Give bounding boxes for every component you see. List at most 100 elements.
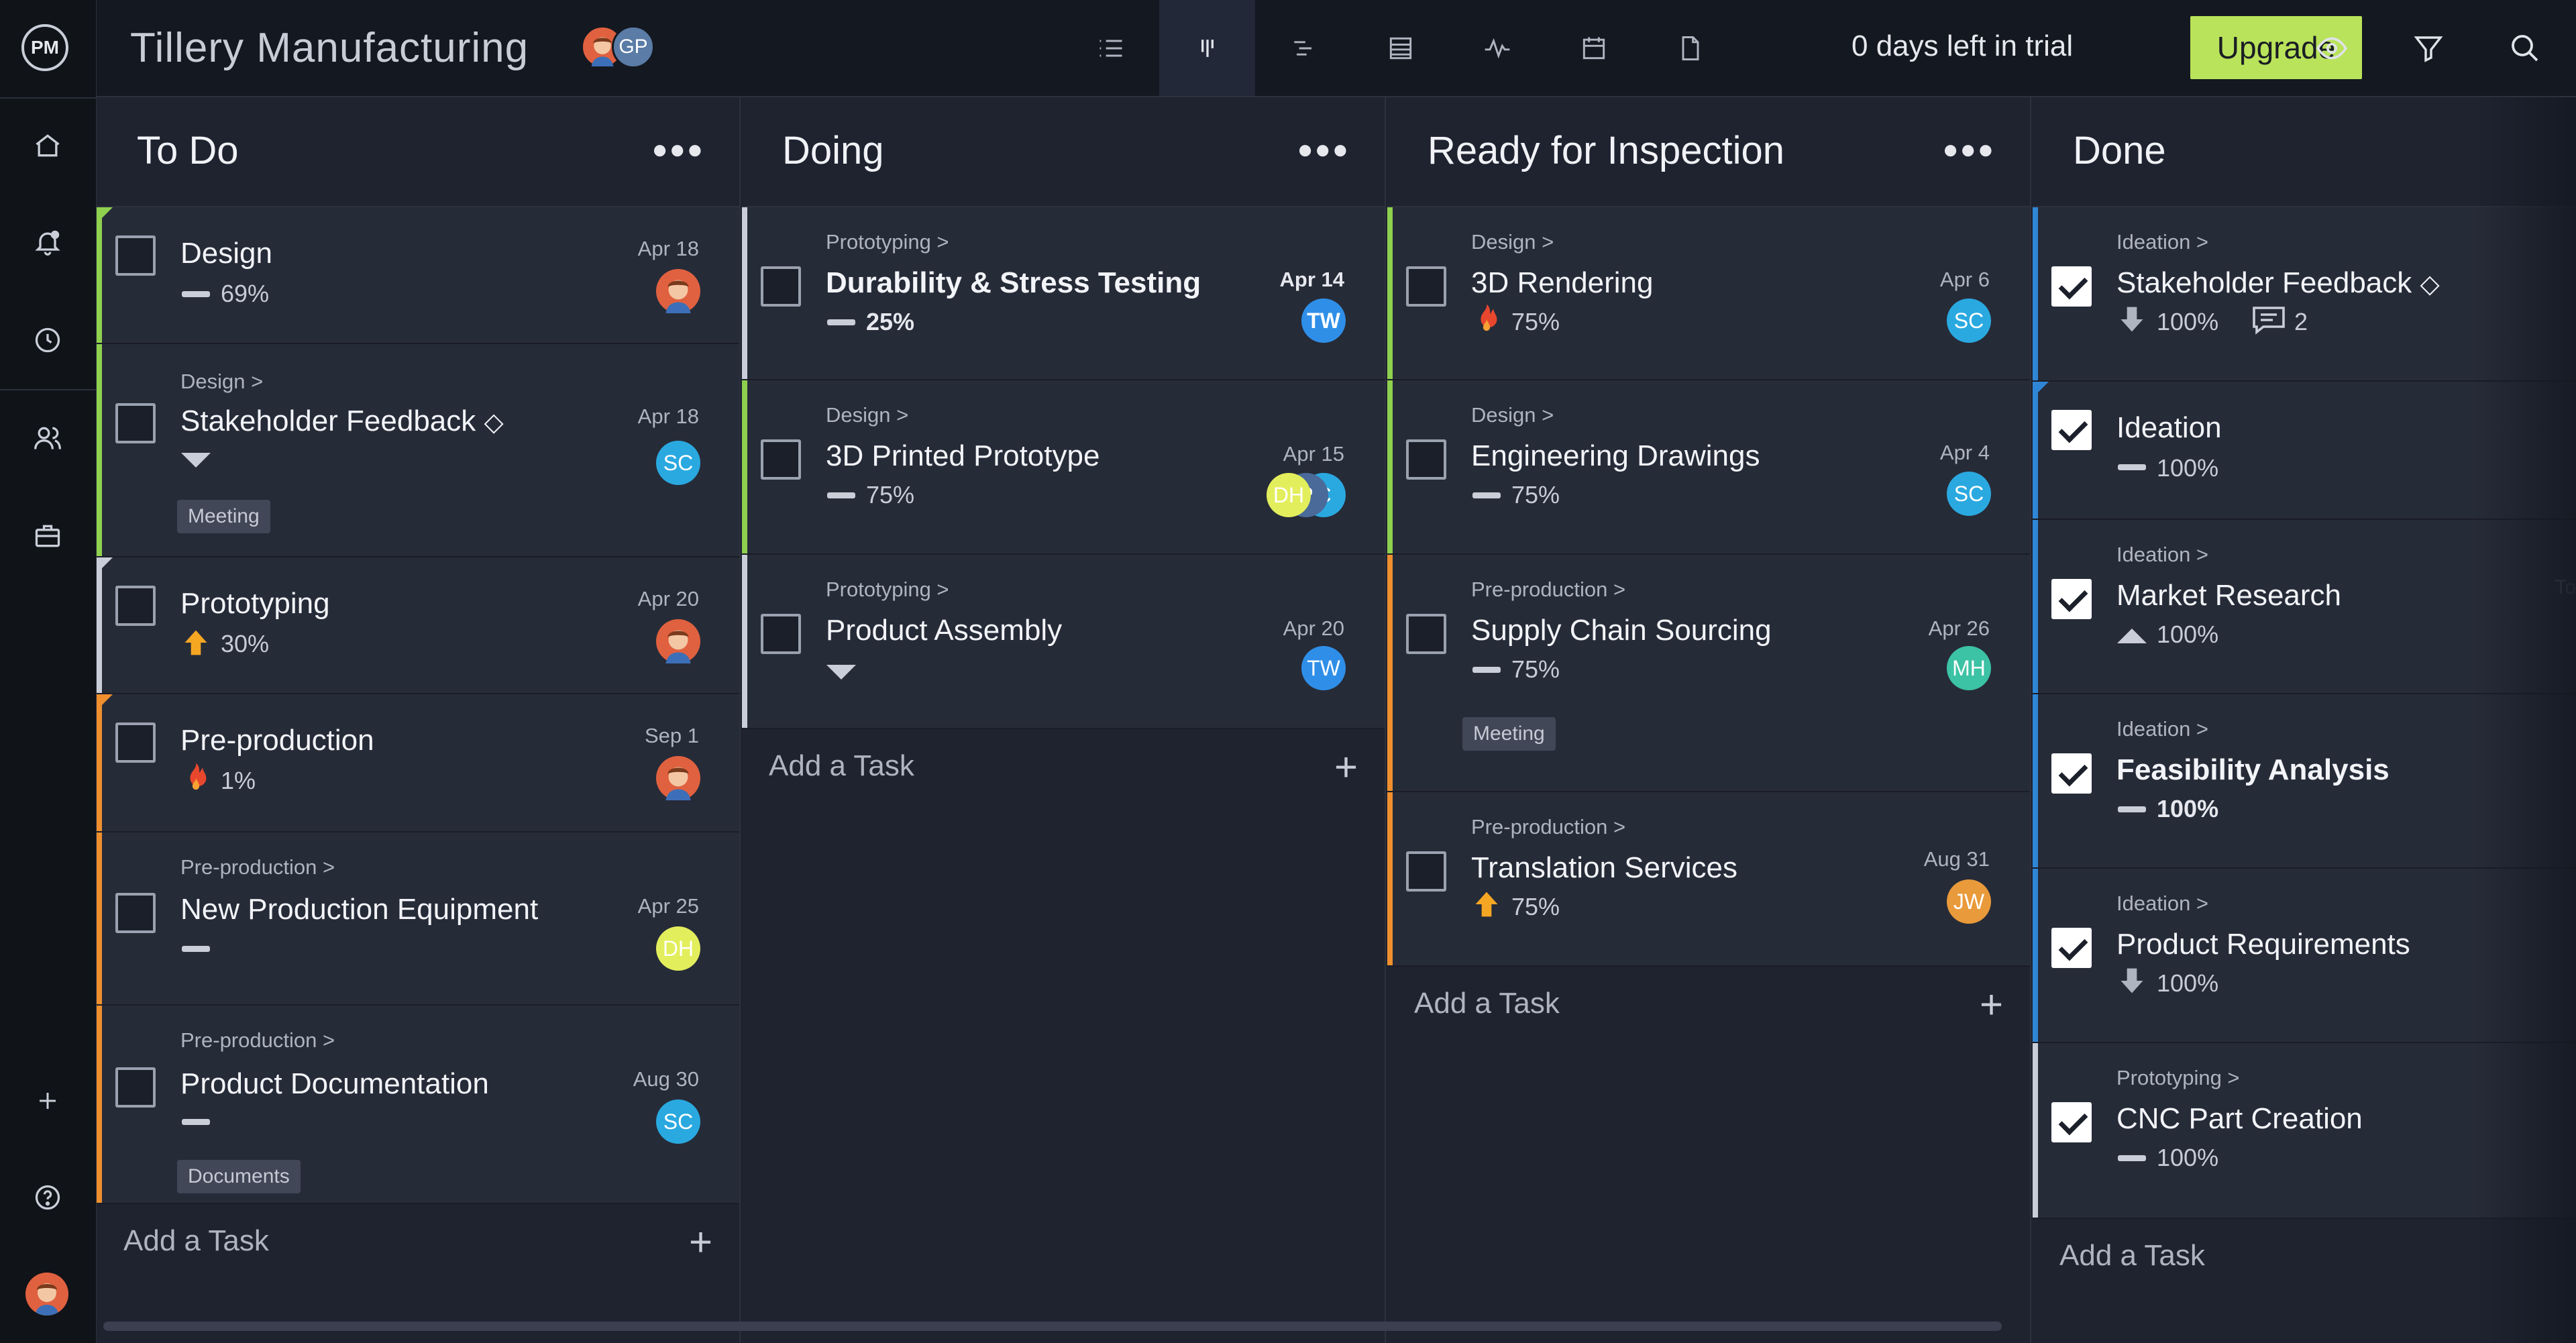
task-name[interactable]: Market Research <box>2116 579 2342 612</box>
member-avatar[interactable]: GP <box>612 25 655 68</box>
dashboard-pulse-icon[interactable] <box>1449 0 1545 96</box>
sheet-view-icon[interactable] <box>1352 0 1448 96</box>
task-card[interactable]: Prototyping > Product Assembly Apr 20 TW <box>742 555 1385 729</box>
task-checkbox[interactable] <box>115 586 156 626</box>
column-header[interactable]: Done <box>2033 97 2576 207</box>
task-name[interactable]: CNC Part Creation <box>2116 1102 2363 1135</box>
task-checkbox[interactable] <box>115 893 156 933</box>
assignee-avatar[interactable]: DH <box>656 926 700 971</box>
task-checkbox-checked[interactable] <box>2051 753 2092 794</box>
task-card[interactable]: Pre-production > New Production Equipmen… <box>97 832 739 1006</box>
parent-task-link[interactable]: Ideation > <box>2116 717 2209 741</box>
task-card[interactable]: Prototyping > CNC Part Creation 100% <box>2033 1043 2576 1219</box>
task-name[interactable]: Engineering Drawings <box>1471 439 1760 472</box>
task-card[interactable]: Ideation > Feasibility Analysis 100% <box>2033 694 2576 869</box>
task-card[interactable]: Design Apr 18 69% <box>97 207 739 344</box>
add-task-label[interactable]: Add a Task <box>123 1224 269 1257</box>
board-view-icon[interactable] <box>1159 0 1255 96</box>
watch-eye-icon[interactable] <box>2312 28 2352 68</box>
task-name[interactable]: Product Requirements <box>2116 928 2410 961</box>
notifications-bell-icon[interactable] <box>28 223 67 262</box>
parent-task-link[interactable]: Pre-production > <box>180 855 335 879</box>
add-task-label[interactable]: Add a Task <box>2059 1239 2205 1272</box>
task-name[interactable]: Translation Services <box>1471 851 1737 884</box>
task-name[interactable]: 3D Rendering <box>1471 266 1654 299</box>
comments-icon[interactable] <box>2251 304 2286 339</box>
add-plus-icon[interactable] <box>28 1081 67 1120</box>
task-card[interactable]: Ideation 100% <box>2033 382 2576 520</box>
home-icon[interactable] <box>28 126 67 165</box>
column-header[interactable]: Ready for Inspection ●●● <box>1387 97 2030 207</box>
task-checkbox[interactable] <box>115 722 156 763</box>
task-card[interactable]: Design > 3D Rendering Apr 6 75% SC <box>1387 207 2030 380</box>
column-more-icon[interactable]: ●●● <box>651 135 704 164</box>
add-task-row[interactable]: Add a Task + <box>742 729 1385 804</box>
task-checkbox[interactable] <box>1406 439 1446 480</box>
assignee-avatar[interactable] <box>656 619 700 663</box>
column-header[interactable]: To Do ●●● <box>97 97 739 207</box>
add-task-label[interactable]: Add a Task <box>769 749 914 782</box>
task-name[interactable]: 3D Printed Prototype <box>826 439 1100 472</box>
parent-task-link[interactable]: Design > <box>1471 403 1554 427</box>
parent-task-link[interactable]: Prototyping > <box>826 578 949 601</box>
task-checkbox-checked[interactable] <box>2051 928 2092 968</box>
assignee-avatar[interactable] <box>656 269 700 313</box>
task-checkbox-checked[interactable] <box>2051 410 2092 450</box>
task-name[interactable]: Feasibility Analysis <box>2116 753 2390 786</box>
task-card[interactable]: Pre-production > Supply Chain Sourcing A… <box>1387 555 2030 792</box>
list-view-icon[interactable] <box>1063 0 1159 96</box>
task-name[interactable]: Stakeholder Feedback ◇ <box>2116 266 2440 300</box>
assignee-avatar[interactable]: TW <box>1301 299 1346 343</box>
parent-task-link[interactable]: Design > <box>1471 230 1554 254</box>
task-name[interactable]: Ideation <box>2116 411 2222 444</box>
task-card[interactable]: Ideation > Stakeholder Feedback ◇ 100% 2 <box>2033 207 2576 382</box>
recent-clock-icon[interactable] <box>28 321 67 360</box>
task-tag[interactable]: Documents <box>177 1160 301 1193</box>
task-card[interactable]: Prototyping > Durability & Stress Testin… <box>742 207 1385 380</box>
parent-task-link[interactable]: Pre-production > <box>1471 815 1626 839</box>
parent-task-link[interactable]: Prototyping > <box>2116 1066 2240 1089</box>
task-name[interactable]: Durability & Stress Testing <box>826 266 1201 299</box>
user-avatar[interactable] <box>25 1273 68 1315</box>
assignee-avatar[interactable]: MH <box>1947 646 1991 690</box>
parent-task-link[interactable]: Ideation > <box>2116 543 2209 566</box>
help-question-icon[interactable] <box>28 1178 67 1217</box>
task-checkbox[interactable] <box>115 235 156 276</box>
task-name[interactable]: Pre-production <box>180 724 374 757</box>
assignee-avatar[interactable] <box>656 756 700 800</box>
assignee-avatar[interactable]: TW <box>1301 646 1346 690</box>
add-task-plus-icon[interactable]: + <box>1979 982 2003 1027</box>
filter-funnel-icon[interactable] <box>2408 28 2449 68</box>
task-name[interactable]: Prototyping <box>180 587 330 620</box>
upgrade-button[interactable]: Upgrade <box>2190 16 2362 79</box>
task-name[interactable]: Supply Chain Sourcing <box>1471 614 1772 647</box>
task-checkbox[interactable] <box>1406 614 1446 654</box>
add-task-plus-icon[interactable]: + <box>1334 745 1358 790</box>
task-checkbox[interactable] <box>761 266 801 307</box>
task-checkbox[interactable] <box>115 403 156 443</box>
task-checkbox[interactable] <box>761 439 801 480</box>
assignee-avatar[interactable]: JW <box>1947 879 1991 924</box>
search-icon[interactable] <box>2505 28 2545 68</box>
task-name[interactable]: Product Documentation <box>180 1067 489 1100</box>
horizontal-scrollbar[interactable] <box>103 1322 2002 1331</box>
task-checkbox[interactable] <box>1406 851 1446 892</box>
parent-task-link[interactable]: Ideation > <box>2116 230 2209 254</box>
parent-task-link[interactable]: Pre-production > <box>1471 578 1626 601</box>
assignee-avatar[interactable]: DH <box>1267 473 1311 517</box>
task-card[interactable]: Ideation > Product Requirements 100% <box>2033 869 2576 1043</box>
task-checkbox-checked[interactable] <box>2051 266 2092 307</box>
assignee-avatar[interactable]: SC <box>656 1099 700 1144</box>
calendar-view-icon[interactable] <box>1546 0 1642 96</box>
pm-logo[interactable]: PM <box>21 24 68 71</box>
task-card[interactable]: Prototyping Apr 20 30% <box>97 557 739 694</box>
people-icon[interactable] <box>28 419 67 458</box>
parent-task-link[interactable]: Design > <box>180 370 264 393</box>
task-name[interactable]: Product Assembly <box>826 614 1063 647</box>
task-card[interactable]: Design > Engineering Drawings Apr 4 75% … <box>1387 380 2030 555</box>
add-task-row[interactable]: Add a Task + <box>97 1204 739 1279</box>
task-checkbox[interactable] <box>1406 266 1446 307</box>
task-name[interactable]: Stakeholder Feedback ◇ <box>180 405 504 438</box>
task-tag[interactable]: Meeting <box>177 500 270 533</box>
parent-task-link[interactable]: Ideation > <box>2116 892 2209 915</box>
